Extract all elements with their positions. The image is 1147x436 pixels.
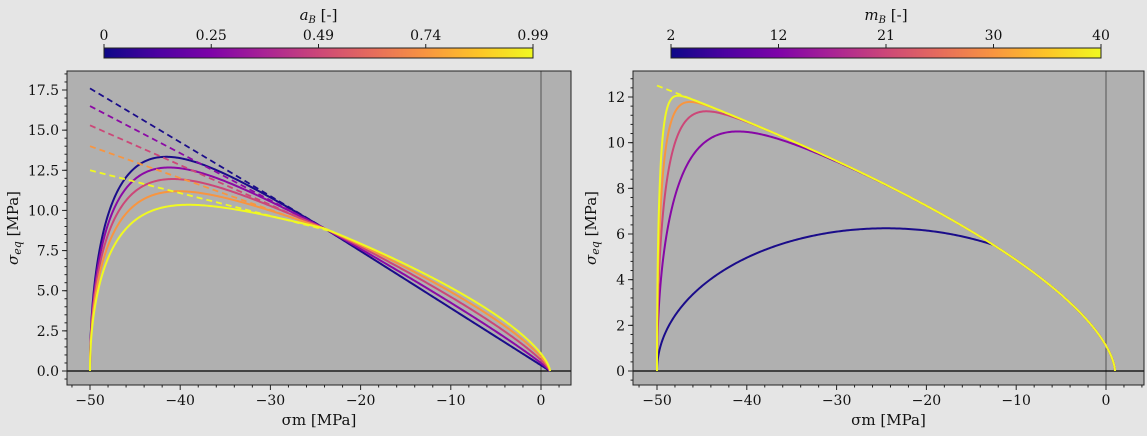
colorbar-tick-label: 0.25 [196, 28, 227, 44]
x-tick-label: −50 [642, 393, 672, 409]
colorbar-label: mB [-] [864, 6, 907, 26]
left-panel: aB [-] 0 0.25 0.49 0.74 0.99 −50 −40 −30 −20 −10 0 0… [4, 6, 572, 429]
plot-content [633, 71, 1144, 385]
axes-frame [66, 70, 572, 386]
y-axis-label: σeq [MPa] [582, 191, 602, 265]
x-tick-label: −30 [822, 393, 852, 409]
x-axis-label: σm [MPa] [851, 411, 926, 429]
y-tick-label: 10 [607, 136, 625, 152]
colorbar-tick-label: 12 [770, 28, 788, 44]
series-4-asymptote [89, 169, 334, 233]
series-4-line [89, 203, 552, 372]
x-tick-label: −40 [165, 393, 195, 409]
colorbar-tick-label: 0 [100, 28, 109, 44]
series-4-line [656, 94, 1116, 372]
y-tick-label: 6 [616, 227, 625, 243]
colorbar [670, 47, 1102, 59]
x-tick-label: 0 [1102, 393, 1111, 409]
series-1-asymptote [89, 105, 334, 235]
x-axis-label: σm [MPa] [282, 411, 357, 429]
y-tick-label: 2.5 [37, 324, 59, 340]
colorbar-tick-label: 30 [985, 28, 1003, 44]
right-panel: mB [-] 2 12 21 30 40 −50 −40 −30 −20 −10 0 0 2 4 6 8 10 12… [582, 6, 1145, 429]
x-tick-label: 0 [537, 393, 546, 409]
x-tick-label: −40 [732, 393, 762, 409]
colorbar-tick-label: 0.74 [410, 28, 441, 44]
x-tick-label: −30 [256, 393, 286, 409]
y-tick-label: 8 [616, 181, 625, 197]
y-tick-label: 7.5 [37, 244, 59, 260]
y-axis-label: σeq [MPa] [4, 191, 24, 265]
y-tick-label: 10.0 [28, 203, 59, 219]
x-tick-label: −20 [346, 393, 376, 409]
x-tick-label: −10 [1001, 393, 1031, 409]
colorbar-tick-label: 0.49 [303, 28, 334, 44]
axes-frame [632, 70, 1145, 386]
x-tick-label: −10 [436, 393, 466, 409]
y-tick-label: 17.5 [28, 83, 59, 99]
colorbar-tick-label: 40 [1092, 28, 1110, 44]
y-tick-label: 15.0 [28, 123, 59, 139]
colorbar [103, 47, 534, 59]
plot-content [67, 71, 571, 385]
y-tick-label: 4 [616, 273, 625, 289]
y-tick-label: 12.5 [28, 163, 59, 179]
y-tick-label: 2 [616, 318, 625, 334]
y-tick-label: 0.0 [37, 364, 59, 380]
x-tick-label: −20 [912, 393, 942, 409]
colorbar-tick-label: 21 [877, 28, 895, 44]
series-0-asymptote [89, 87, 335, 235]
y-tick-label: 0 [616, 364, 625, 380]
colorbar-label: aB [-] [300, 6, 338, 26]
x-tick-label: −50 [75, 393, 105, 409]
colorbar-tick-label: 2 [667, 28, 676, 44]
y-tick-label: 5.0 [37, 284, 59, 300]
y-tick-label: 12 [607, 90, 625, 106]
colorbar-tick-label: 0.99 [517, 28, 548, 44]
